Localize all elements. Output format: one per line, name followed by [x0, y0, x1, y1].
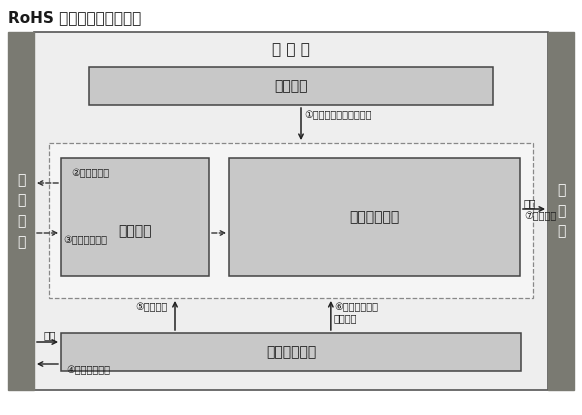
Text: お
取
引
先: お 取 引 先: [17, 173, 25, 249]
Text: お
客
様: お 客 様: [557, 183, 565, 239]
Text: RoHS 指令適合への枠組み: RoHS 指令適合への枠組み: [8, 10, 141, 25]
Text: ②非含有要求: ②非含有要求: [71, 168, 109, 178]
Text: 製品事業部門: 製品事業部門: [349, 210, 400, 224]
Text: 品質保証部門: 品質保証部門: [266, 345, 316, 359]
Text: ④お取引先監査: ④お取引先監査: [66, 365, 110, 375]
Text: 富 士 通: 富 士 通: [272, 42, 310, 57]
Bar: [8, 32, 34, 390]
Text: 納入: 納入: [44, 330, 56, 340]
Bar: [548, 32, 574, 390]
Text: ⑥社内製造工場
定期監査: ⑥社内製造工場 定期監査: [334, 302, 378, 324]
Text: 購買部門: 購買部門: [118, 224, 152, 238]
Text: 環境部門: 環境部門: [274, 79, 308, 93]
Bar: [89, 67, 493, 105]
Text: ③適合証明取得: ③適合証明取得: [63, 235, 107, 245]
Bar: [49, 143, 533, 298]
Bar: [61, 158, 209, 276]
Bar: [34, 32, 548, 390]
Bar: [61, 333, 521, 371]
Text: 出荷: 出荷: [524, 198, 537, 208]
Text: ⑦出荷判定: ⑦出荷判定: [524, 211, 556, 221]
Text: ①方針策定／枠組み確認: ①方針策定／枠組み確認: [304, 110, 371, 120]
Text: ⑤受入検査: ⑤受入検査: [135, 302, 167, 312]
Bar: [229, 158, 520, 276]
